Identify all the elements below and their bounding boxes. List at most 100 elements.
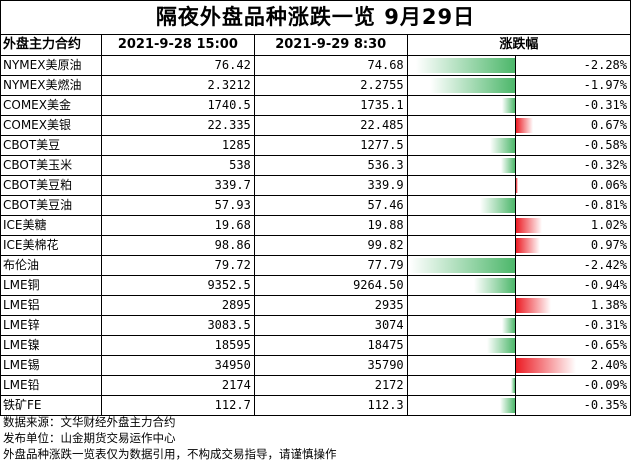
row-prev-price: 1285 (100, 135, 255, 156)
row-bar-cell (406, 175, 517, 196)
row-contract-name: ICE美棉花 (0, 235, 102, 256)
row-contract-name: LME铝 (0, 295, 102, 316)
change-bar-positive (516, 358, 577, 373)
row-prev-price: 538 (100, 155, 255, 176)
row-curr-price: 99.82 (253, 235, 408, 256)
change-bar-positive (516, 178, 519, 193)
row-change-label: 1.02% (590, 218, 627, 232)
zero-axis-line (514, 296, 515, 315)
change-bar-negative (415, 58, 515, 73)
zero-axis-line (514, 396, 515, 415)
row-prev-price: 79.72 (100, 255, 255, 276)
table-row: NYMEX美燃油 2.3212 2.2755 -1.97% (0, 75, 631, 96)
row-curr-price: 2.2755 (253, 75, 408, 96)
row-curr-price: 74.68 (253, 55, 408, 76)
row-contract-name: LME铜 (0, 275, 102, 296)
table-row: COMEX美银 22.335 22.485 0.67% (0, 115, 631, 136)
row-change-cell: -0.31% (515, 315, 631, 336)
table-row: LME锡 34950 35790 2.40% (0, 355, 631, 376)
header-curr-time: 2021-9-29 8:30 (253, 34, 408, 56)
row-change-cell: -0.31% (515, 95, 631, 116)
row-change-cell: -0.65% (515, 335, 631, 356)
table-row: LME锌 3083.5 3074 -0.31% (0, 315, 631, 336)
row-contract-name: COMEX美金 (0, 95, 102, 116)
row-prev-price: 1740.5 (100, 95, 255, 116)
change-bar-negative (501, 318, 515, 333)
row-change-label: -0.65% (583, 338, 627, 352)
row-change-label: 0.67% (590, 118, 627, 132)
zero-axis-line (514, 76, 515, 95)
table-row: 布伦油 79.72 77.79 -2.42% (0, 255, 631, 276)
change-bar-negative (486, 338, 515, 353)
row-change-label: -0.81% (583, 198, 627, 212)
row-bar-cell (406, 275, 517, 296)
row-curr-price: 3074 (253, 315, 408, 336)
row-change-label: 0.06% (590, 178, 627, 192)
change-bar-negative (429, 78, 515, 93)
row-change-cell: -2.42% (515, 255, 631, 276)
row-prev-price: 3083.5 (100, 315, 255, 336)
row-contract-name: 铁矿FE (0, 395, 102, 416)
row-curr-price: 112.3 (253, 395, 408, 416)
row-bar-cell (406, 75, 517, 96)
table-row: LME镍 18595 18475 -0.65% (0, 335, 631, 356)
zero-axis-line (514, 176, 515, 195)
change-bar-positive (516, 118, 534, 133)
row-contract-name: CBOT美豆油 (0, 195, 102, 216)
row-change-cell: -0.58% (515, 135, 631, 156)
row-bar-cell (406, 255, 517, 276)
zero-axis-line (514, 316, 515, 335)
zero-axis-line (514, 356, 515, 375)
row-change-label: -0.94% (583, 278, 627, 292)
row-bar-cell (406, 355, 517, 376)
row-prev-price: 2895 (100, 295, 255, 316)
row-bar-cell (406, 155, 517, 176)
row-change-cell: 1.38% (515, 295, 631, 316)
row-curr-price: 1277.5 (253, 135, 408, 156)
footer-disclaimer: 外盘品种涨跌一览表仅为数据引用，不构成交易指导，请谨慎操作 (3, 447, 337, 461)
header-prev-time: 2021-9-28 15:00 (100, 34, 255, 56)
zero-axis-line (514, 56, 515, 75)
row-change-label: 2.40% (590, 358, 627, 372)
row-curr-price: 35790 (253, 355, 408, 376)
row-contract-name: LME锌 (0, 315, 102, 336)
row-curr-price: 18475 (253, 335, 408, 356)
table-row: CBOT美豆油 57.93 57.46 -0.81% (0, 195, 631, 216)
row-contract-name: LME铅 (0, 375, 102, 396)
table-row: 铁矿FE 112.7 112.3 -0.35% (0, 395, 631, 416)
row-curr-price: 339.9 (253, 175, 408, 196)
row-prev-price: 19.68 (100, 215, 255, 236)
zero-axis-line (514, 376, 515, 395)
zero-axis-line (514, 256, 515, 275)
row-change-cell: 1.02% (515, 215, 631, 236)
row-change-cell: 0.97% (515, 235, 631, 256)
change-bar-positive (516, 298, 552, 313)
row-curr-price: 536.3 (253, 155, 408, 176)
row-change-label: -0.32% (583, 158, 627, 172)
row-change-label: -0.35% (583, 398, 627, 412)
change-bar-negative (510, 378, 515, 393)
footer-publisher: 发布单位：山金期货交易运作中心 (3, 431, 176, 445)
row-prev-price: 2.3212 (100, 75, 255, 96)
table-row: LME铝 2895 2935 1.38% (0, 295, 631, 316)
row-change-label: 1.38% (590, 298, 627, 312)
row-change-label: -2.42% (583, 258, 627, 272)
row-curr-price: 19.88 (253, 215, 408, 236)
row-curr-price: 9264.50 (253, 275, 408, 296)
zero-axis-line (514, 216, 515, 235)
table-row: ICE美糖 19.68 19.88 1.02% (0, 215, 631, 236)
row-bar-cell (406, 335, 517, 356)
row-bar-cell (406, 295, 517, 316)
row-contract-name: COMEX美银 (0, 115, 102, 136)
row-change-label: -0.31% (583, 98, 627, 112)
row-change-cell: 0.67% (515, 115, 631, 136)
row-prev-price: 2174 (100, 375, 255, 396)
table-row: CBOT美玉米 538 536.3 -0.32% (0, 155, 631, 176)
row-change-label: -0.58% (583, 138, 627, 152)
row-prev-price: 34950 (100, 355, 255, 376)
row-contract-name: LME镍 (0, 335, 102, 356)
row-change-cell: -0.35% (515, 395, 631, 416)
table-row: NYMEX美原油 76.42 74.68 -2.28% (0, 55, 631, 76)
header-change: 涨跌幅 (406, 34, 631, 56)
